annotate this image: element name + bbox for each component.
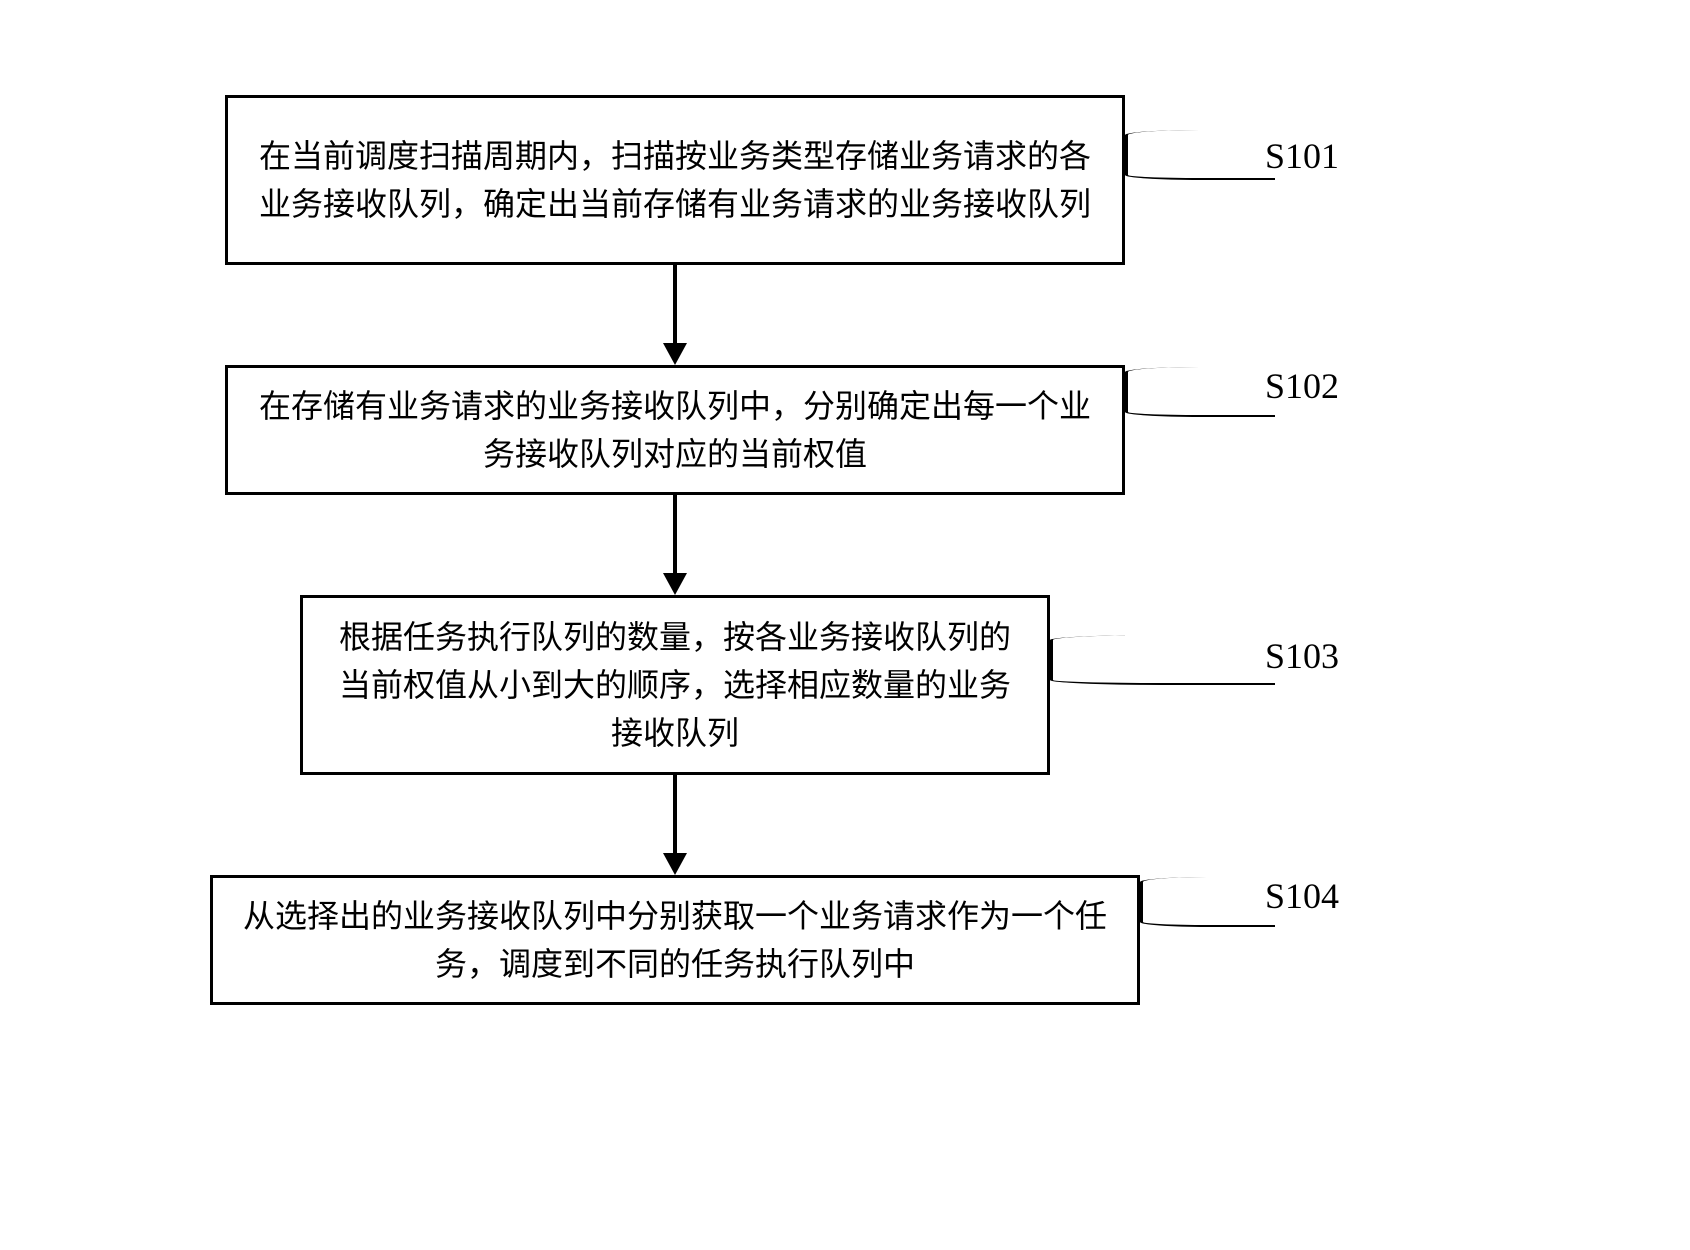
- flow-step-s104: 从选择出的业务接收队列中分别获取一个业务请求作为一个任务，调度到不同的任务执行队…: [210, 875, 1140, 1005]
- arrow-2: [673, 495, 677, 575]
- arrow-1: [673, 265, 677, 345]
- flow-step-s101: 在当前调度扫描周期内，扫描按业务类型存储业务请求的各业务接收队列，确定出当前存储…: [225, 95, 1125, 265]
- arrow-head-1: [663, 343, 687, 365]
- flow-step-text: 在当前调度扫描周期内，扫描按业务类型存储业务请求的各业务接收队列，确定出当前存储…: [258, 132, 1092, 228]
- connector-s104: [1140, 877, 1275, 927]
- connector-s101: [1125, 130, 1275, 180]
- flow-step-text: 根据任务执行队列的数量，按各业务接收队列的当前权值从小到大的顺序，选择相应数量的…: [333, 613, 1017, 757]
- flow-step-s102: 在存储有业务请求的业务接收队列中，分别确定出每一个业务接收队列对应的当前权值: [225, 365, 1125, 495]
- step-label-s103: S103: [1265, 635, 1339, 677]
- flowchart-container: 在当前调度扫描周期内，扫描按业务类型存储业务请求的各业务接收队列，确定出当前存储…: [145, 75, 1545, 1175]
- connector-s103: [1050, 635, 1275, 685]
- step-label-s101: S101: [1265, 135, 1339, 177]
- flow-step-text: 从选择出的业务接收队列中分别获取一个业务请求作为一个任务，调度到不同的任务执行队…: [243, 892, 1107, 988]
- step-label-s104: S104: [1265, 875, 1339, 917]
- arrow-head-3: [663, 853, 687, 875]
- connector-s102: [1125, 367, 1275, 417]
- arrow-3: [673, 775, 677, 855]
- step-label-s102: S102: [1265, 365, 1339, 407]
- flow-step-s103: 根据任务执行队列的数量，按各业务接收队列的当前权值从小到大的顺序，选择相应数量的…: [300, 595, 1050, 775]
- flow-step-text: 在存储有业务请求的业务接收队列中，分别确定出每一个业务接收队列对应的当前权值: [258, 382, 1092, 478]
- arrow-head-2: [663, 573, 687, 595]
